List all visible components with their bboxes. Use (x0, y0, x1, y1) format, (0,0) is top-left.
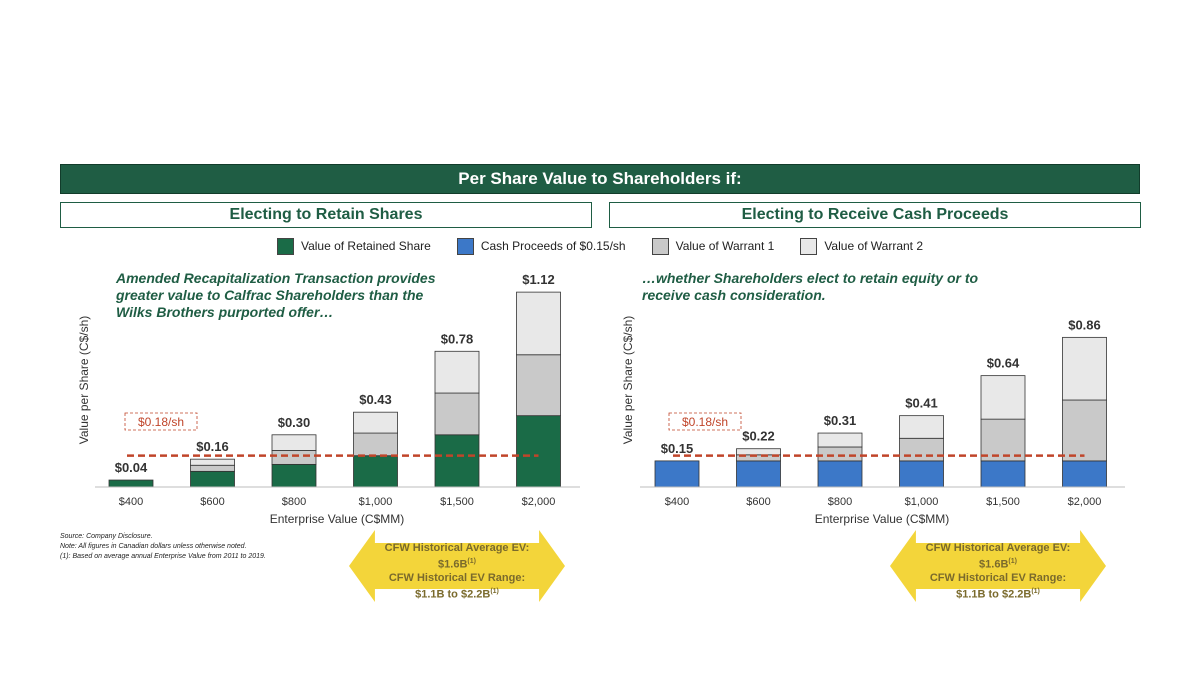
left-total-label-5: $1.12 (522, 272, 555, 287)
left-callout-line-0: Amended Recapitalization Transaction pro… (115, 270, 436, 286)
right-historical-text: CFW Historical Average EV: $1.6B(1) CFW … (890, 542, 1106, 601)
left-callout-line-2: Wilks Brothers purported offer… (116, 304, 333, 320)
left-bar-0-seg-0 (109, 480, 153, 487)
right-total-label-5: $0.86 (1068, 317, 1101, 332)
left-bar-3-seg-2 (354, 412, 398, 433)
left-bar-3-seg-0 (354, 456, 398, 487)
note-historical: (1): Based on average annual Enterprise … (60, 552, 266, 562)
left-bar-1-seg-1 (191, 465, 235, 471)
right-x-tick-1: $600 (746, 496, 770, 508)
right-x-tick-0: $400 (665, 496, 689, 508)
hist-avg-label: CFW Historical Average EV: (349, 542, 565, 555)
hist-avg-value: $1.6B(1) (890, 555, 1106, 572)
right-bar-1-seg-0 (737, 461, 781, 487)
hist-range-value: $1.1B to $2.2B(1) (890, 585, 1106, 602)
right-reference-label: $0.18/sh (682, 415, 728, 429)
left-bar-5-seg-1 (517, 355, 561, 416)
left-x-tick-2: $800 (282, 496, 306, 508)
right-bar-3-seg-0 (900, 461, 944, 487)
right-y-axis-title: Value per Share (C$/sh) (621, 316, 635, 445)
right-bar-0-seg-0 (655, 461, 699, 487)
right-total-label-4: $0.64 (987, 356, 1020, 371)
hist-avg-value: $1.6B(1) (349, 555, 565, 572)
left-total-label-2: $0.30 (278, 415, 311, 430)
right-bar-4-seg-0 (981, 461, 1025, 487)
right-total-label-3: $0.41 (905, 396, 938, 411)
right-bar-2-seg-2 (818, 433, 862, 447)
left-bar-2-seg-1 (272, 450, 316, 464)
right-historical-arrow: CFW Historical Average EV: $1.6B(1) CFW … (890, 530, 1106, 602)
right-x-tick-4: $1,500 (986, 496, 1020, 508)
right-bar-4-seg-2 (981, 376, 1025, 420)
note-currency: Note: All figures in Canadian dollars un… (60, 542, 266, 552)
left-x-tick-0: $400 (119, 496, 143, 508)
right-x-tick-2: $800 (828, 496, 852, 508)
right-total-label-0: $0.15 (661, 441, 694, 456)
left-x-tick-4: $1,500 (440, 496, 474, 508)
footnotes: Source: Company Disclosure. Note: All fi… (60, 532, 266, 562)
right-x-tick-5: $2,000 (1068, 496, 1102, 508)
right-bar-2-seg-0 (818, 461, 862, 487)
hist-range-label: CFW Historical EV Range: (349, 572, 565, 585)
left-historical-text: CFW Historical Average EV: $1.6B(1) CFW … (349, 542, 565, 601)
left-x-axis-title: Enterprise Value (C$MM) (270, 512, 404, 526)
left-y-axis-title: Value per Share (C$/sh) (77, 316, 91, 445)
right-bar-1-seg-2 (737, 449, 781, 455)
left-bar-1-seg-0 (191, 471, 235, 487)
left-total-label-0: $0.04 (115, 460, 148, 475)
left-reference-label: $0.18/sh (138, 415, 184, 429)
left-total-label-1: $0.16 (196, 439, 229, 454)
right-bar-3-seg-1 (900, 438, 944, 461)
right-bar-5-seg-0 (1063, 461, 1107, 487)
left-historical-arrow: CFW Historical Average EV: $1.6B(1) CFW … (349, 530, 565, 602)
left-total-label-3: $0.43 (359, 392, 392, 407)
right-bar-5-seg-2 (1063, 337, 1107, 400)
right-callout-line-0: …whether Shareholders elect to retain eq… (642, 270, 979, 286)
left-bar-2-seg-0 (272, 464, 316, 487)
left-callout-line-1: greater value to Calfrac Shareholders th… (115, 287, 424, 303)
hist-avg-label: CFW Historical Average EV: (890, 542, 1106, 555)
right-x-tick-3: $1,000 (905, 496, 939, 508)
hist-range-label: CFW Historical EV Range: (890, 572, 1106, 585)
right-total-label-1: $0.22 (742, 429, 775, 444)
right-bar-2-seg-1 (818, 447, 862, 461)
left-bar-1-seg-2 (191, 459, 235, 465)
left-bar-4-seg-0 (435, 435, 479, 487)
right-x-axis-title: Enterprise Value (C$MM) (815, 512, 949, 526)
left-x-tick-5: $2,000 (522, 496, 556, 508)
left-bar-5-seg-2 (517, 292, 561, 355)
left-bar-2-seg-2 (272, 435, 316, 451)
note-source: Source: Company Disclosure. (60, 532, 266, 542)
left-bar-3-seg-1 (354, 433, 398, 456)
left-total-label-4: $0.78 (441, 331, 474, 346)
left-x-tick-1: $600 (200, 496, 224, 508)
right-bar-5-seg-1 (1063, 400, 1107, 461)
right-bar-3-seg-2 (900, 416, 944, 439)
right-total-label-2: $0.31 (824, 413, 857, 428)
right-callout-line-1: receive cash consideration. (642, 287, 826, 303)
left-bar-5-seg-0 (517, 416, 561, 487)
hist-range-value: $1.1B to $2.2B(1) (349, 585, 565, 602)
left-x-tick-3: $1,000 (359, 496, 393, 508)
left-bar-4-seg-2 (435, 351, 479, 393)
left-bar-4-seg-1 (435, 393, 479, 435)
